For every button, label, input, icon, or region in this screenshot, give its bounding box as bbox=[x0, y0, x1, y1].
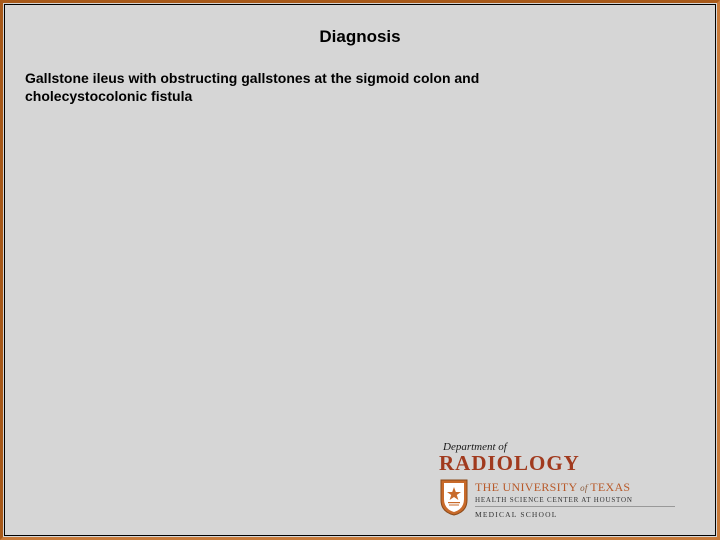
medical-school-line: MEDICAL SCHOOL bbox=[475, 510, 675, 519]
univ-texas: TEXAS bbox=[590, 480, 630, 494]
logo-divider bbox=[475, 506, 675, 507]
univ-university: UNIVERSITY bbox=[503, 480, 578, 494]
univ-the: THE bbox=[475, 480, 503, 494]
university-row: THE UNIVERSITY of TEXAS HEALTH SCIENCE C… bbox=[439, 478, 699, 519]
slide-title: Diagnosis bbox=[5, 27, 715, 47]
health-science-line: HEALTH SCIENCE CENTER AT HOUSTON bbox=[475, 496, 675, 504]
diagnosis-text: Gallstone ileus with obstructing gallsto… bbox=[25, 69, 585, 105]
slide-inner-border: Diagnosis Gallstone ileus with obstructi… bbox=[4, 4, 716, 536]
department-name: RADIOLOGY bbox=[439, 451, 699, 476]
institution-logo: Department of RADIOLOGY THE UNIVERSITY o… bbox=[439, 441, 699, 519]
university-name-line: THE UNIVERSITY of TEXAS bbox=[475, 480, 675, 495]
university-text: THE UNIVERSITY of TEXAS HEALTH SCIENCE C… bbox=[475, 478, 675, 519]
shield-icon bbox=[439, 478, 469, 516]
univ-of: of bbox=[578, 483, 591, 493]
slide-frame: Diagnosis Gallstone ileus with obstructi… bbox=[0, 0, 720, 540]
